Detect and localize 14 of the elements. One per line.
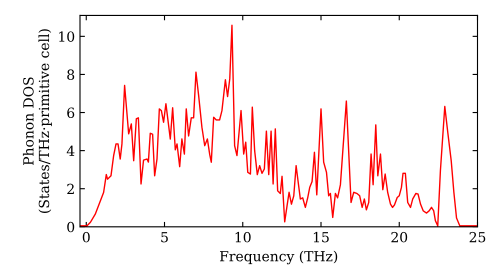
y-tick-label: 8: [67, 69, 74, 80]
y-tick-label: 4: [66, 146, 74, 156]
x-tick-label: 15: [314, 232, 329, 242]
y-tick-label: 2: [67, 184, 74, 194]
y-tick-label: 10: [59, 31, 74, 42]
y-tick-label: 0: [67, 222, 74, 232]
x-tick-label: 20: [391, 232, 408, 242]
x-axis-title: Frequency (THz): [220, 250, 338, 264]
y-tick-label: 6: [67, 108, 74, 118]
x-tick-label: 10: [236, 232, 251, 242]
x-tick-label: 0: [82, 232, 90, 242]
x-tick-label: 5: [161, 232, 168, 242]
x-tick-label: 25: [470, 232, 486, 242]
y-axis-title: Phonon DOS (States/THz·primitive cell): [22, 29, 52, 213]
